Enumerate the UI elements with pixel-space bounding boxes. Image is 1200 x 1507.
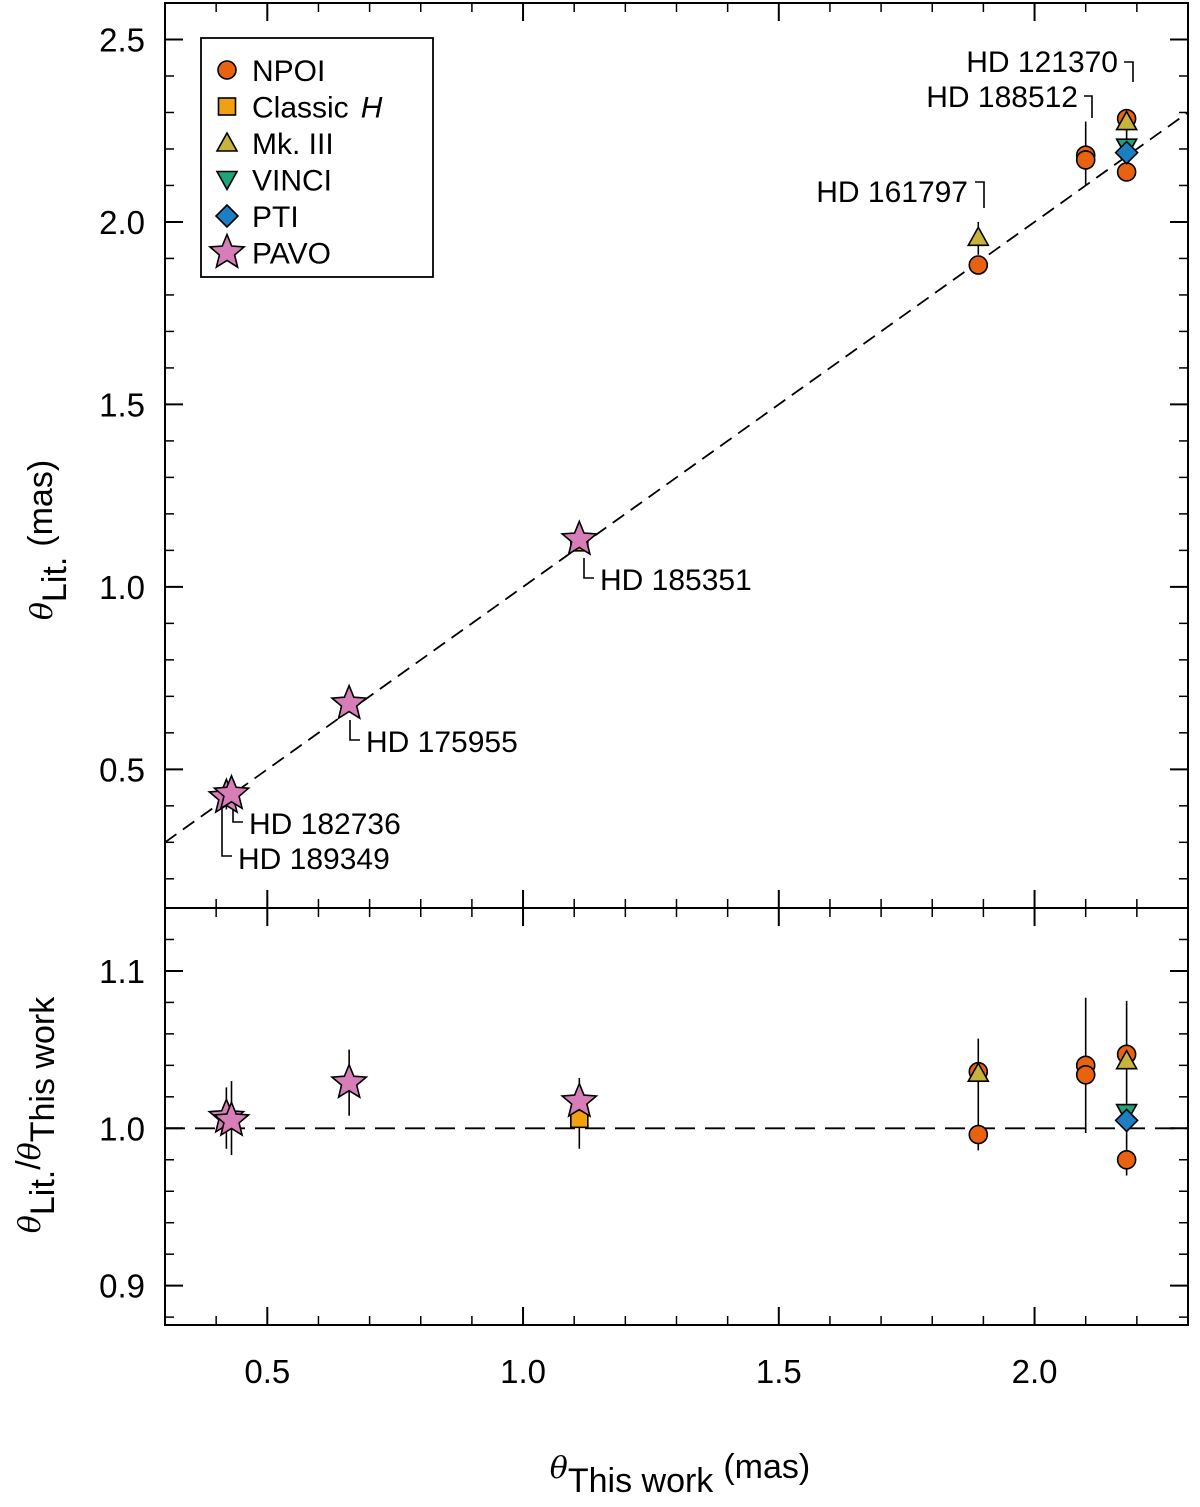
- x-tick-label: 2.0: [1012, 1353, 1058, 1390]
- top-y-tick-label: 0.5: [99, 751, 145, 788]
- legend-label: VINCI: [252, 165, 332, 198]
- annotation-label: HD 182736: [249, 808, 401, 841]
- top-marker-group: [207, 108, 1139, 814]
- top-point-npoi: [1075, 150, 1096, 170]
- bottom-point-pti: [1114, 1108, 1139, 1133]
- top-point-npoi: [968, 255, 989, 275]
- x-tick-label: 0.5: [244, 1353, 290, 1390]
- x-tick-label-group: 0.5 1.0 1.5 2.0: [244, 1353, 1057, 1390]
- bottom-y-tick-label: 0.9: [99, 1268, 145, 1305]
- top-y-tick-label: 2.0: [99, 204, 145, 241]
- annotation-leader: [221, 808, 232, 857]
- bottom-point-mk-iii: [1115, 1048, 1138, 1070]
- legend-marker-vinci: [215, 170, 239, 192]
- legend-label-text: Mk. III: [252, 128, 334, 161]
- legend-label-text: Classic: [252, 92, 349, 125]
- legend-label: Classic H: [252, 92, 383, 125]
- top-y-tick-label: 1.0: [99, 569, 145, 606]
- legend-label: Mk. III: [252, 128, 334, 161]
- x-tick-label: 1.0: [500, 1353, 546, 1390]
- bottom-y-axis-title: θLit./θThis work: [10, 996, 62, 1233]
- annotation-leader: [975, 181, 985, 208]
- legend-marker-mk-iii: [215, 131, 239, 152]
- top-y-tick-label: 2.5: [99, 21, 145, 58]
- bottom-y-tick-label: 1.1: [99, 953, 145, 990]
- legend-label-text: VINCI: [252, 165, 332, 198]
- annotation-label: HD 175955: [366, 726, 518, 759]
- legend-box: [200, 37, 434, 278]
- bottom-tick-group: 0.9 1.0 1.1: [99, 908, 1188, 1325]
- legend-marker-npoi: [217, 60, 237, 80]
- legend-marker-classic: [217, 97, 237, 116]
- top-point-pavo: [329, 683, 369, 720]
- top-point-pavo: [212, 773, 251, 811]
- annotation-leader: [349, 720, 360, 741]
- top-tick-group: 0.5 1.0 1.5 2.0 2.5: [99, 3, 1188, 908]
- bottom-point-npoi: [1116, 1149, 1137, 1170]
- bottom-point-pavo: [212, 1100, 251, 1137]
- annotation-label: HD 161797: [816, 176, 968, 209]
- legend-label: PTI: [252, 201, 299, 234]
- bottom-point-mk-iii: [966, 1061, 990, 1083]
- legend-marker-pavo: [207, 232, 247, 269]
- legend-label: PAVO: [252, 238, 331, 271]
- bottom-marker-group: [207, 1044, 1139, 1170]
- top-y-axis-title: θLit.(mas): [22, 460, 74, 620]
- annotation-label: HD 189349: [238, 843, 390, 876]
- annotation-leader: [583, 558, 594, 579]
- top-point-pavo: [560, 519, 599, 556]
- annotation-label: HD 121370: [966, 46, 1118, 79]
- annotation-leader: [1084, 95, 1093, 118]
- bottom-panel-frame: [164, 907, 1189, 1326]
- legend-label-italic: H: [361, 92, 383, 125]
- annotation-leader: [232, 808, 243, 823]
- legend-label: NPOI: [252, 55, 325, 88]
- annotation-label: HD 185351: [600, 564, 752, 597]
- legend-label-text: PTI: [252, 201, 299, 234]
- top-point-npoi: [1116, 162, 1137, 182]
- bottom-point-pavo: [329, 1062, 369, 1099]
- bottom-point-npoi: [1075, 1065, 1096, 1085]
- legend-marker-pti: [214, 203, 240, 229]
- legend-label-text: PAVO: [252, 238, 331, 271]
- top-one-to-one-line: [164, 111, 1189, 844]
- legend-label-text: NPOI: [252, 55, 325, 88]
- top-point-pti: [1114, 140, 1139, 165]
- top-point-mk-iii: [1115, 109, 1138, 131]
- annotation-label: HD 188512: [926, 81, 1078, 114]
- x-tick-label: 1.5: [756, 1353, 802, 1390]
- bottom-error-bar-group: [225, 997, 1128, 1176]
- top-reference-line-group: [164, 111, 1189, 844]
- bottom-y-tick-label: 1.0: [99, 1110, 145, 1147]
- bottom-point-pavo: [560, 1081, 599, 1118]
- annotation-leader: [1124, 61, 1134, 82]
- top-point-mk-iii: [966, 225, 990, 247]
- x-axis-title: θThis work (mas): [550, 1448, 810, 1500]
- bottom-point-npoi: [968, 1124, 989, 1145]
- top-y-tick-label: 1.5: [99, 386, 145, 423]
- bottom-panel: 0.91.01.1 0.5 1.0 1.5 2.0 θLit./θThis work …: [10, 907, 1189, 1500]
